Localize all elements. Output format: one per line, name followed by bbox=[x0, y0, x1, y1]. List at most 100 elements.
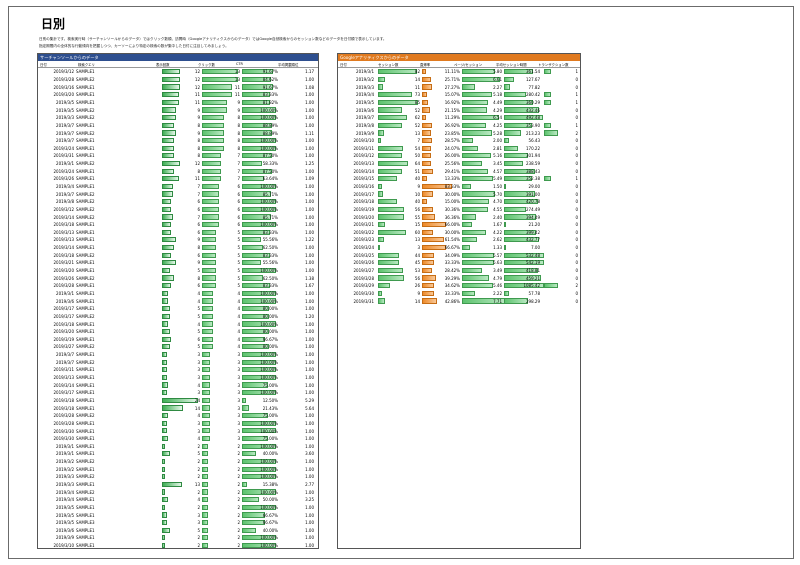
cell-sessions: 45 bbox=[414, 260, 420, 266]
cell-date: 2019/3/22 bbox=[353, 229, 374, 235]
impressions-bar bbox=[162, 367, 167, 373]
clicks-bar bbox=[202, 405, 211, 411]
bounce-bar bbox=[422, 199, 428, 205]
cell-bounce: 42.86% bbox=[444, 298, 460, 304]
table-row: 2019/3/23 13 61.54% 2.62 432.77 0 bbox=[338, 236, 580, 244]
cell-position: 1.00 bbox=[305, 290, 314, 296]
sessions-bar bbox=[378, 260, 400, 266]
ctr-bar bbox=[242, 527, 256, 533]
cell-position: 1.00 bbox=[305, 145, 314, 151]
cell-duration: 418.81 bbox=[526, 268, 540, 274]
cell-query: SAMPLE2 bbox=[76, 489, 95, 495]
cell-position: 1.09 bbox=[305, 176, 314, 182]
cell-pages: 4.57 bbox=[493, 168, 502, 174]
cell-ctr: 85.71% bbox=[262, 214, 278, 220]
cell-query: SAMPLE1 bbox=[76, 451, 95, 457]
sessions-bar bbox=[378, 176, 397, 182]
cell-position: 1.00 bbox=[305, 413, 314, 419]
cell-bounce: 15.00% bbox=[444, 199, 460, 205]
cell-ctr: 100.00% bbox=[260, 543, 278, 549]
ctr-bar bbox=[242, 298, 276, 304]
bounce-bar bbox=[422, 206, 433, 212]
cell-bounce: 66.67% bbox=[444, 245, 460, 251]
bounce-bar bbox=[422, 92, 428, 98]
table-row: 2019/3/5 SAMPLE1 11 9 81.82% 1.00 bbox=[38, 99, 318, 107]
cell-ctr: 75.00% bbox=[262, 382, 278, 388]
cell-query: SAMPLE1 bbox=[76, 153, 95, 159]
cell-sessions: 3 bbox=[417, 245, 420, 251]
cell-query: SAMPLE1 bbox=[76, 375, 95, 381]
ctr-bar bbox=[242, 130, 273, 136]
impressions-bar bbox=[162, 84, 180, 90]
impressions-bar bbox=[162, 451, 170, 457]
cell-position: 1.00 bbox=[305, 336, 314, 342]
table-row: 2019/3/5 SAMPLE1 3 2 66.67% 1.00 bbox=[38, 511, 318, 519]
cell-position: 1.00 bbox=[305, 206, 314, 212]
cell-date: 2019/3/5 bbox=[356, 99, 374, 105]
duration-bar bbox=[504, 244, 506, 251]
cell-duration: 298.29 bbox=[526, 298, 540, 304]
col-date: 日付 bbox=[40, 62, 47, 67]
cell-clicks: 5 bbox=[237, 229, 240, 235]
cell-transactions: 0 bbox=[575, 229, 578, 235]
col-bounce: 直帰率 bbox=[420, 62, 431, 67]
cell-duration: 213.23 bbox=[526, 130, 540, 136]
clicks-bar bbox=[202, 359, 211, 365]
cell-duration: 127.67 bbox=[526, 77, 540, 83]
bounce-bar bbox=[422, 244, 446, 251]
sessions-bar bbox=[378, 145, 404, 151]
cell-bounce: 27.27% bbox=[444, 84, 460, 90]
clicks-bar bbox=[202, 497, 208, 503]
cell-query: SAMPLE1 bbox=[76, 122, 95, 128]
clicks-bar bbox=[202, 107, 227, 113]
cell-impressions: 2 bbox=[197, 474, 200, 480]
cell-ctr: 84.62% bbox=[262, 77, 278, 83]
cell-impressions: 3 bbox=[197, 375, 200, 381]
bounce-bar bbox=[422, 222, 446, 228]
duration-bar bbox=[504, 99, 533, 105]
clicks-bar bbox=[202, 214, 219, 220]
clicks-bar bbox=[202, 145, 225, 151]
cell-sessions: 9 bbox=[417, 290, 420, 296]
sessions-bar bbox=[378, 92, 413, 98]
table-row: 2019/3/28 SAMPLE1 6 5 83.33% 1.67 bbox=[38, 282, 318, 290]
cell-impressions: 5 bbox=[197, 313, 200, 319]
ctr-bar bbox=[242, 374, 276, 380]
pages-bar bbox=[462, 206, 488, 212]
sessions-bar bbox=[378, 244, 380, 251]
cell-date: 2019/3/19 bbox=[353, 206, 374, 212]
cell-query: SAMPLE1 bbox=[76, 405, 95, 411]
impressions-bar bbox=[162, 229, 171, 235]
cell-query: SAMPLE1 bbox=[76, 382, 95, 388]
ctr-bar bbox=[242, 397, 247, 403]
cell-clicks: 4 bbox=[237, 344, 240, 350]
cell-query: SAMPLE1 bbox=[76, 229, 95, 235]
cell-ctr: 87.50% bbox=[262, 153, 278, 159]
table-row: 2019/3/1 SAMPLE2 12 7 58.33% 1.25 bbox=[38, 160, 318, 168]
cell-duration: 352.38 bbox=[526, 176, 540, 182]
cell-query: SAMPLE1 bbox=[76, 268, 95, 274]
search-console-column-headers: 日付 検索クエリ 表示回数 クリック数 CTR 平均掲載順位 bbox=[38, 61, 318, 68]
impressions-bar bbox=[162, 497, 168, 503]
cell-pages: 6.61 bbox=[493, 77, 502, 83]
cell-date: 2019/3/13 bbox=[53, 237, 74, 243]
ctr-bar bbox=[242, 283, 271, 289]
cell-query: SAMPLE1 bbox=[76, 543, 95, 549]
cell-ctr: 100.00% bbox=[260, 145, 278, 151]
cell-impressions: 6 bbox=[197, 199, 200, 205]
transactions-bar bbox=[544, 130, 558, 136]
cell-duration: 301.94 bbox=[526, 153, 540, 159]
cell-position: 1.00 bbox=[305, 168, 314, 174]
ctr-bar bbox=[242, 244, 264, 251]
cell-date: 2019/3/14 bbox=[353, 168, 374, 174]
pages-bar bbox=[462, 168, 489, 174]
bounce-bar bbox=[422, 229, 433, 235]
cell-impressions: 3 bbox=[197, 352, 200, 358]
cell-clicks: 4 bbox=[237, 313, 240, 319]
cell-position: 1.00 bbox=[305, 252, 314, 258]
analytics-header: Googleアナリティクスからのデータ bbox=[338, 54, 580, 61]
table-row: 2019/3/14 51 29.41% 4.57 388.43 0 bbox=[338, 167, 580, 175]
cell-transactions: 0 bbox=[575, 214, 578, 220]
cell-clicks: 8 bbox=[237, 122, 240, 128]
clicks-bar bbox=[202, 115, 225, 121]
